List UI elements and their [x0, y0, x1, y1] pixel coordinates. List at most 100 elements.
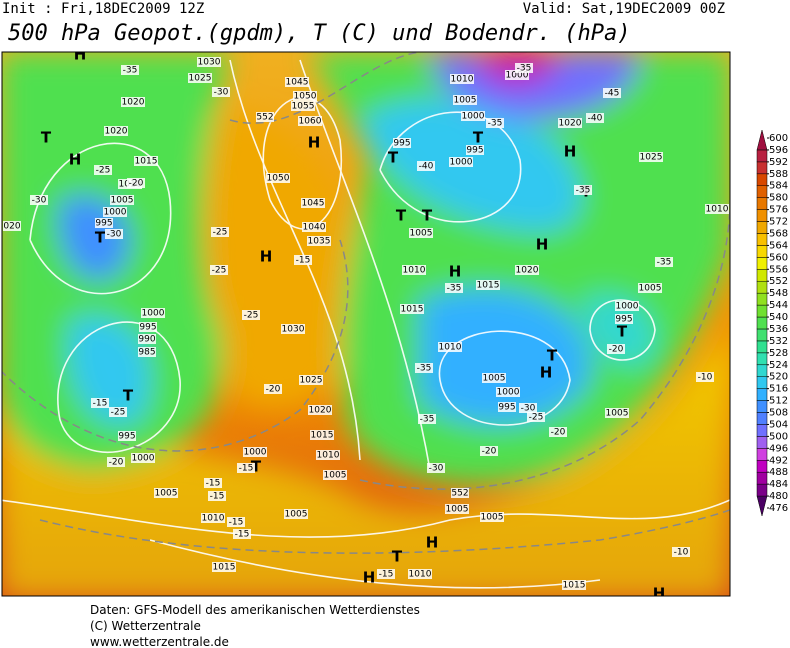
contour-label: 1060	[299, 117, 322, 127]
contour-label: 1015	[135, 157, 158, 167]
contour-label: 1045	[286, 78, 309, 88]
contour-label: -10	[698, 373, 713, 383]
map-title: 500 hPa Geopot.(gpdm), T (C) und Bodendr…	[8, 21, 631, 46]
label-box	[480, 512, 504, 522]
colorbar-label: 524	[769, 360, 788, 371]
contour-label: -15	[229, 518, 244, 528]
label-box	[408, 569, 432, 579]
pressure-center: H	[69, 151, 82, 169]
label-box	[505, 70, 529, 80]
contour-label: 1000	[450, 158, 473, 168]
colorbar-label: 580	[769, 193, 788, 204]
label-box	[415, 363, 433, 373]
label-box	[515, 265, 539, 275]
contour-label: 1000	[497, 388, 520, 398]
label-box	[527, 412, 545, 422]
pressure-center: H	[540, 364, 553, 382]
label-box	[476, 280, 500, 290]
contour-label: 552	[451, 489, 468, 499]
label-box	[302, 222, 326, 232]
contour-label: 1000	[616, 302, 639, 312]
label-box	[705, 204, 729, 214]
colorbar-label: 552	[769, 276, 788, 287]
label-box	[121, 97, 145, 107]
colorbar-label: 516	[769, 384, 788, 395]
label-box	[445, 504, 469, 514]
label-box	[299, 375, 323, 385]
contour-label: -30	[429, 464, 444, 474]
colorbar-label: 536	[769, 324, 788, 335]
pressure-center: H	[260, 248, 273, 266]
contour-label: -20	[482, 447, 497, 457]
pressure-center: H	[426, 534, 439, 552]
label-box	[605, 408, 629, 418]
map-field: HHHHHHHHHHHTTTTTTTTTTTTT1030102510201020…	[2, 52, 730, 596]
label-box	[445, 283, 463, 293]
contour-label: 1005	[481, 513, 504, 523]
label-box	[105, 229, 123, 239]
label-box	[127, 178, 145, 188]
colorbar-band	[756, 364, 768, 377]
contour-label: 1005	[446, 505, 469, 515]
label-box	[453, 95, 477, 105]
contour-label: 1010	[403, 266, 426, 276]
label-box	[393, 138, 411, 148]
colorbar-band	[756, 388, 768, 401]
colorbar-end	[756, 129, 768, 151]
colorbar-band	[756, 221, 768, 234]
contour-label: 1005	[285, 510, 308, 520]
contour-label: -20	[129, 179, 144, 189]
contour-label: -35	[488, 119, 503, 129]
pressure-center: T	[617, 323, 628, 341]
init-time: Init : Fri,18DEC2009 12Z	[2, 1, 204, 17]
colorbar-band	[756, 424, 768, 437]
label-box	[154, 488, 178, 498]
colorbar-label: 492	[769, 455, 788, 466]
colorbar-label: 600	[769, 133, 788, 144]
contour-label: -25	[96, 166, 111, 176]
contour-label: -15	[296, 256, 311, 266]
label-box	[655, 257, 673, 267]
pressure-center: H	[564, 143, 577, 161]
label-box	[256, 112, 274, 122]
colorbar-label: 560	[769, 252, 788, 263]
contour-label: -20	[609, 345, 624, 355]
colorbar-band	[756, 209, 768, 222]
label-box	[264, 384, 282, 394]
label-box	[110, 195, 134, 205]
contour-label: 995	[498, 403, 515, 413]
pressure-center: H	[308, 134, 321, 152]
label-box	[211, 227, 229, 237]
label-box	[323, 470, 347, 480]
label-box	[30, 195, 48, 205]
colorbar-label: 576	[769, 205, 788, 216]
colorbar-band	[756, 340, 768, 354]
label-box	[515, 63, 533, 73]
label-box	[285, 77, 309, 87]
pressure-center: H	[449, 263, 462, 281]
map-labels: HHHHHHHHHHHTTTTTTTTTTTTT1030102510201020…	[3, 52, 729, 596]
contour-label: -35	[417, 364, 432, 374]
contour-label: 1010	[451, 75, 474, 85]
footer-line: www.wetterzentrale.de	[90, 635, 229, 648]
label-box	[438, 342, 462, 352]
colorbar-band	[756, 376, 768, 389]
contour-label: -35	[657, 258, 672, 268]
contour-label: 1010	[439, 343, 462, 353]
colorbar-label: 476	[769, 503, 788, 514]
label-box	[201, 513, 225, 523]
pressure-center: T	[422, 207, 433, 225]
label-box	[638, 283, 662, 293]
label-box	[227, 517, 245, 527]
pressure-center: T	[388, 149, 399, 167]
contour-label: 1015	[213, 563, 236, 573]
contour-label: -15	[239, 464, 254, 474]
contour-label: -30	[214, 88, 229, 98]
contour-label: 1020	[309, 406, 332, 416]
label-box	[496, 387, 520, 397]
colorbar-label: 592	[769, 157, 788, 168]
contour-label: -20	[551, 428, 566, 438]
pressure-center: H	[536, 236, 549, 254]
footer-line: Daten: GFS-Modell des amerikanischen Wet…	[90, 603, 420, 617]
contour-label: -35	[420, 415, 435, 425]
